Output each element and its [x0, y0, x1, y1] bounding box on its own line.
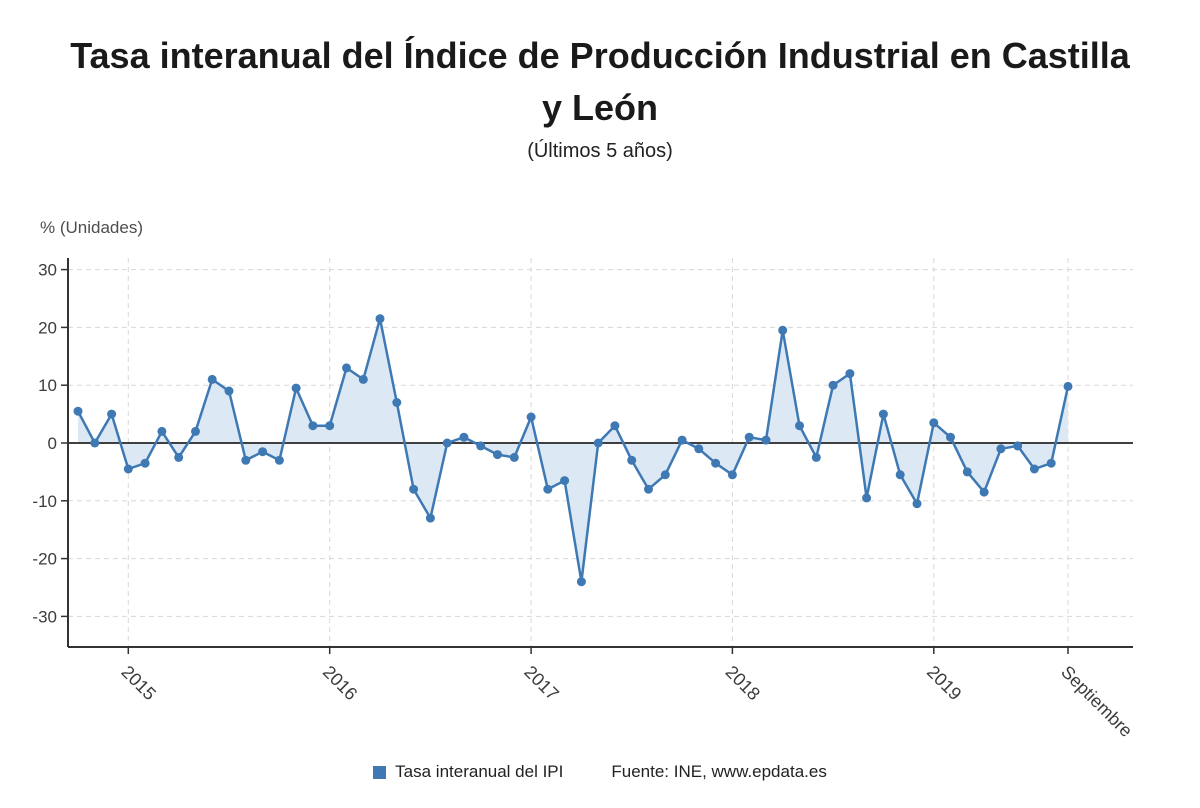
data-point-marker[interactable]	[727, 470, 737, 480]
data-point-marker[interactable]	[476, 441, 486, 451]
data-point-marker[interactable]	[375, 314, 385, 324]
chart-title: Tasa interanual del Índice de Producción…	[70, 35, 1130, 129]
data-point-marker[interactable]	[207, 374, 217, 384]
data-point-marker[interactable]	[291, 383, 301, 393]
x-axis-tick-label: Septiembre	[1057, 662, 1136, 741]
data-point-marker[interactable]	[157, 426, 167, 436]
data-point-marker[interactable]	[325, 421, 335, 431]
data-point-marker[interactable]	[878, 409, 888, 419]
data-point-marker[interactable]	[90, 438, 100, 448]
data-point-marker[interactable]	[526, 412, 536, 422]
data-point-marker[interactable]	[493, 450, 502, 460]
data-point-marker[interactable]	[123, 464, 133, 474]
data-point-marker[interactable]	[442, 438, 452, 448]
data-point-marker[interactable]	[241, 455, 251, 465]
data-point-marker[interactable]	[576, 577, 586, 587]
data-point-marker[interactable]	[946, 432, 955, 442]
legend-series-label: Tasa interanual del IPI	[395, 762, 564, 781]
y-axis-tick-label: 30	[38, 261, 57, 280]
data-point-marker[interactable]	[73, 406, 83, 416]
data-point-marker[interactable]	[425, 513, 435, 523]
x-axis-tick-label: 2017	[520, 662, 562, 704]
data-point-marker[interactable]	[459, 432, 469, 442]
data-point-marker[interactable]	[979, 487, 989, 497]
data-point-marker[interactable]	[593, 438, 603, 448]
data-point-marker[interactable]	[610, 421, 620, 431]
x-axis-tick-label: 2019	[923, 662, 965, 704]
legend-series-swatch	[373, 765, 387, 779]
y-axis-tick-label: -30	[32, 607, 57, 626]
data-point-marker[interactable]	[174, 452, 184, 462]
data-point-marker[interactable]	[358, 374, 368, 384]
data-point-marker[interactable]	[1013, 441, 1023, 451]
data-point-marker[interactable]	[274, 455, 284, 465]
y-axis-tick-label: -10	[32, 492, 57, 511]
y-axis-title: % (Unidades)	[40, 218, 143, 237]
data-point-marker[interactable]	[862, 493, 872, 503]
line-chart: 30 20 10 0 -10 -20 -30 2015 2016 2017 2018 2019 Sept…	[32, 258, 1136, 741]
data-point-marker[interactable]	[560, 476, 570, 486]
source-label: Fuente: INE, www.epdata.es	[611, 762, 827, 781]
x-axis-tick-label: 2016	[319, 662, 361, 704]
data-point-marker[interactable]	[744, 432, 754, 442]
data-point-marker[interactable]	[795, 421, 804, 431]
data-point-marker[interactable]	[811, 452, 821, 462]
data-point-marker[interactable]	[660, 470, 670, 480]
data-point-marker[interactable]	[996, 444, 1006, 454]
y-axis-tick-label: 20	[38, 318, 57, 337]
legend: Tasa interanual del IPI Fuente: INE, www…	[0, 762, 1200, 782]
data-point-marker[interactable]	[644, 484, 653, 494]
x-axis-tick-label: 2018	[722, 662, 764, 704]
data-point-marker[interactable]	[1029, 464, 1039, 474]
data-point-marker[interactable]	[409, 484, 419, 494]
data-point-marker[interactable]	[258, 447, 268, 457]
data-point-marker[interactable]	[962, 467, 972, 477]
data-point-marker[interactable]	[308, 421, 318, 431]
data-point-marker[interactable]	[140, 458, 150, 468]
data-point-marker[interactable]	[778, 325, 788, 335]
data-point-marker[interactable]	[1063, 381, 1073, 391]
y-axis-tick-label: 10	[38, 376, 57, 395]
data-point-marker[interactable]	[342, 363, 351, 373]
data-point-marker[interactable]	[107, 409, 117, 419]
x-axis-tick-label: 2015	[117, 662, 159, 704]
data-point-marker[interactable]	[845, 369, 855, 379]
series-area	[78, 318, 1068, 582]
data-point-marker[interactable]	[1046, 458, 1056, 468]
data-point-marker[interactable]	[711, 458, 721, 468]
data-point-marker[interactable]	[694, 444, 704, 454]
y-axis-tick-label: 0	[48, 434, 57, 453]
data-point-marker[interactable]	[627, 455, 637, 465]
chart-subtitle: (Últimos 5 años)	[527, 140, 673, 163]
data-point-marker[interactable]	[509, 452, 519, 462]
data-point-marker[interactable]	[543, 484, 553, 494]
data-point-marker[interactable]	[191, 426, 200, 436]
data-point-marker[interactable]	[828, 380, 838, 390]
data-point-marker[interactable]	[761, 435, 771, 445]
y-axis-tick-label: -20	[32, 550, 57, 569]
data-point-marker[interactable]	[224, 386, 234, 396]
data-point-marker[interactable]	[929, 418, 939, 428]
series-line	[76, 317, 1070, 583]
data-point-marker[interactable]	[677, 435, 687, 445]
data-point-marker[interactable]	[912, 499, 922, 509]
data-point-marker[interactable]	[392, 398, 402, 407]
data-point-marker[interactable]	[895, 470, 905, 480]
